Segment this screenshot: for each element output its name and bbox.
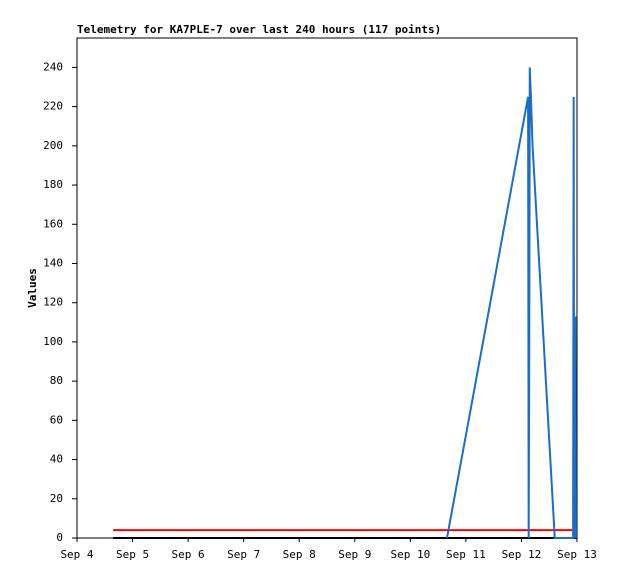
y-tick-label: 160 bbox=[43, 217, 63, 230]
y-tick-label: 100 bbox=[43, 335, 63, 348]
x-tick-label: Sep 10 bbox=[390, 548, 430, 561]
y-tick-label: 180 bbox=[43, 178, 63, 191]
y-tick-label: 80 bbox=[50, 374, 63, 387]
x-tick-label: Sep 6 bbox=[172, 548, 205, 561]
y-tick-label: 0 bbox=[56, 531, 63, 544]
x-tick-label: Sep 11 bbox=[446, 548, 486, 561]
x-tick-label: Sep 5 bbox=[116, 548, 149, 561]
series-line bbox=[446, 67, 577, 539]
x-tick-label: Sep 12 bbox=[502, 548, 542, 561]
y-tick-label: 20 bbox=[50, 492, 63, 505]
y-tick-label: 40 bbox=[50, 453, 63, 466]
y-tick-label: 200 bbox=[43, 139, 63, 152]
x-tick-label: Sep 9 bbox=[338, 548, 371, 561]
y-tick-label: 220 bbox=[43, 100, 63, 113]
y-tick-label: 140 bbox=[43, 256, 63, 269]
x-tick-label: Sep 7 bbox=[227, 548, 260, 561]
x-tick-label: Sep 4 bbox=[60, 548, 93, 561]
y-tick-label: 60 bbox=[50, 413, 63, 426]
y-axis-label: Values bbox=[26, 268, 39, 308]
chart-title: Telemetry for KA7PLE-7 over last 240 hou… bbox=[77, 23, 441, 36]
x-tick-label: Sep 13 bbox=[557, 548, 597, 561]
x-tick-label: Sep 8 bbox=[283, 548, 316, 561]
y-tick-label: 120 bbox=[43, 296, 63, 309]
y-tick-label: 240 bbox=[43, 60, 63, 73]
